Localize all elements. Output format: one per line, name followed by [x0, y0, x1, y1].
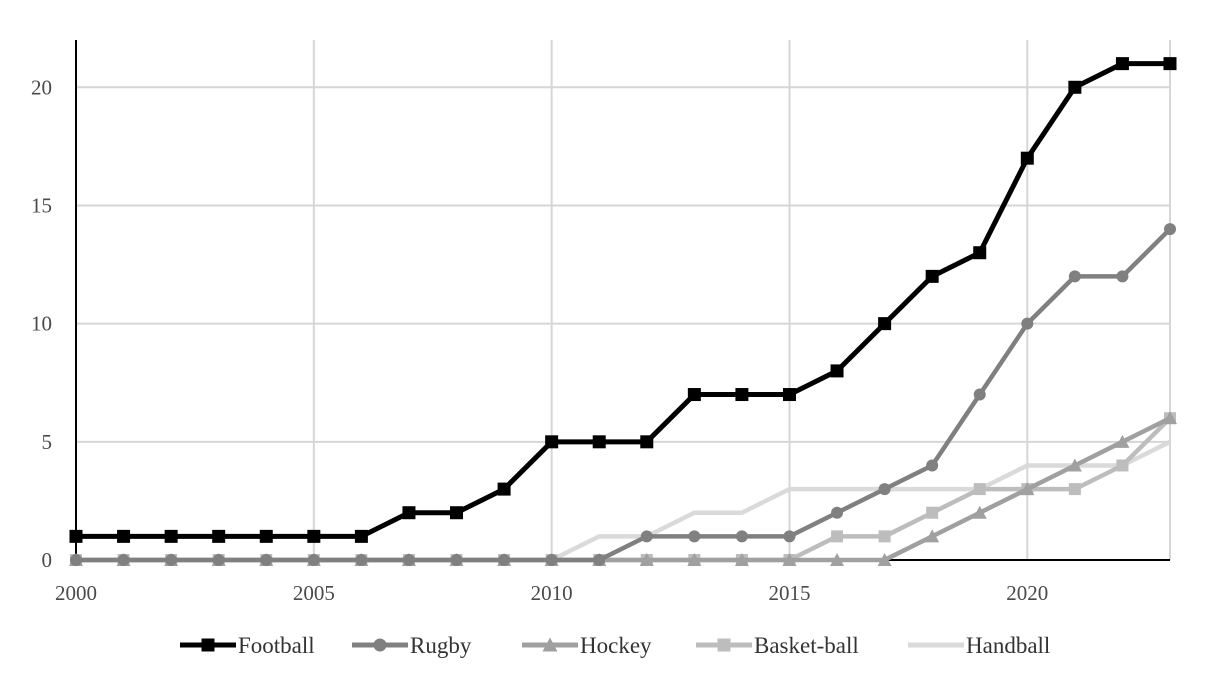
data-point	[878, 317, 892, 331]
data-point	[1116, 270, 1129, 283]
data-point	[70, 554, 82, 566]
data-point	[1115, 57, 1129, 71]
data-point	[1067, 458, 1082, 472]
data-point	[735, 530, 748, 543]
data-point	[592, 435, 606, 449]
data-point	[1068, 270, 1081, 283]
data-point	[688, 530, 701, 543]
data-point	[878, 483, 891, 496]
legend-label: Handball	[966, 633, 1050, 658]
data-point	[165, 554, 178, 566]
legend-item: Basket-ball	[696, 633, 859, 658]
data-point	[639, 553, 654, 566]
data-point	[830, 364, 844, 378]
y-tick-label: 0	[42, 548, 53, 572]
legend-label: Football	[238, 633, 315, 658]
data-point	[498, 554, 511, 566]
data-point	[783, 530, 796, 543]
data-point	[212, 529, 226, 543]
data-point	[1115, 434, 1130, 448]
y-tick-label: 10	[31, 312, 52, 336]
data-point	[117, 529, 131, 543]
data-point	[1020, 151, 1034, 165]
data-point	[212, 554, 225, 566]
data-point	[831, 530, 844, 543]
legend-item: Rugby	[352, 633, 472, 658]
series-rugby	[70, 223, 1176, 566]
data-point	[782, 388, 796, 402]
data-point	[972, 505, 987, 519]
legend-label: Hockey	[580, 633, 652, 658]
data-point	[973, 246, 987, 260]
data-point	[259, 529, 273, 543]
data-point	[687, 553, 702, 566]
data-point	[402, 506, 416, 520]
data-point	[593, 554, 606, 566]
legend: Football Rugby Hockey Basket-ball Handball	[180, 633, 1050, 658]
data-point	[402, 554, 415, 566]
x-tick-label: 2000	[55, 581, 97, 605]
data-point	[1021, 317, 1034, 330]
data-point	[164, 529, 178, 543]
data-point	[450, 554, 463, 566]
data-point	[926, 506, 939, 519]
data-point	[1020, 482, 1035, 496]
data-point	[1164, 223, 1176, 236]
data-point	[542, 637, 558, 652]
data-point	[782, 553, 797, 566]
data-point	[973, 483, 986, 496]
data-point	[973, 388, 986, 401]
data-point	[925, 529, 940, 543]
data-point	[735, 388, 749, 402]
legend-label: Basket-ball	[754, 633, 859, 658]
data-point	[260, 554, 273, 566]
gridlines	[76, 40, 1171, 560]
x-tick-label: 2005	[293, 581, 335, 605]
data-point	[925, 269, 939, 283]
data-point	[69, 529, 83, 543]
data-point	[734, 553, 749, 566]
legend-label: Rugby	[410, 633, 472, 658]
data-point	[1068, 483, 1081, 496]
series-line	[76, 61, 1170, 539]
data-point	[878, 530, 891, 543]
data-point	[926, 459, 939, 472]
data-point	[1163, 57, 1177, 71]
data-point	[1163, 411, 1177, 425]
data-point	[640, 530, 653, 543]
legend-item: Handball	[908, 633, 1050, 658]
data-point	[1068, 80, 1082, 94]
x-tick-label: 2010	[531, 581, 573, 605]
legend-item: Football	[180, 633, 315, 658]
data-point	[831, 506, 844, 519]
data-point	[545, 435, 559, 449]
y-tick-label: 20	[31, 75, 52, 99]
series-basket-ball	[70, 412, 1176, 566]
data-point	[497, 482, 511, 496]
data-point	[307, 554, 320, 566]
data-point	[450, 506, 464, 520]
data-point	[373, 638, 387, 652]
data-point	[1116, 459, 1129, 472]
y-tick-label: 15	[31, 193, 52, 217]
data-point	[545, 554, 558, 566]
data-point	[640, 435, 654, 449]
legend-item: Hockey	[522, 633, 652, 658]
data-point	[877, 553, 892, 566]
data-point	[717, 638, 731, 652]
data-point	[354, 529, 368, 543]
data-point	[830, 553, 845, 566]
y-tick-label: 5	[42, 430, 53, 454]
series-line	[76, 227, 1172, 563]
data-point	[201, 638, 215, 652]
x-tick-label: 2020	[1006, 581, 1048, 605]
data-point	[307, 529, 321, 543]
data-point	[687, 388, 701, 402]
series-football	[69, 57, 1177, 543]
data-point	[117, 554, 130, 566]
data-point	[355, 554, 368, 566]
x-tick-label: 2015	[768, 581, 810, 605]
